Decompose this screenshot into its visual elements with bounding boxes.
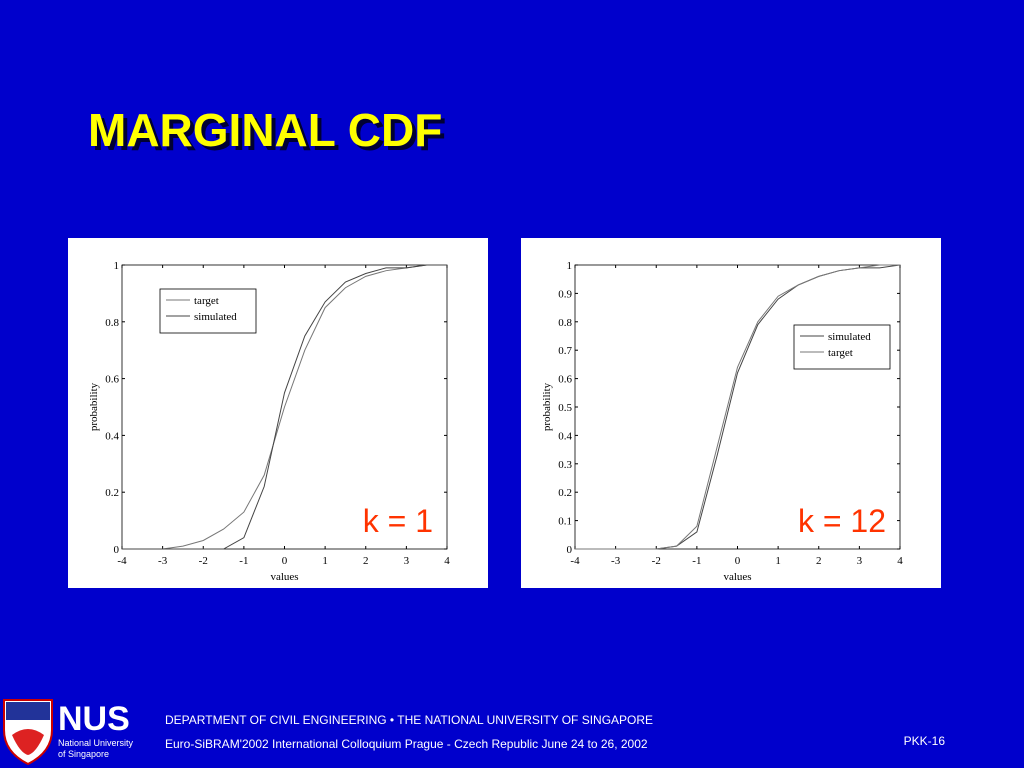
- logo-lion: [12, 729, 44, 755]
- x-tick-label: -4: [570, 555, 580, 567]
- chart-panel: [68, 238, 488, 588]
- x-tick-label: 1: [322, 555, 328, 567]
- legend-label: simulated: [828, 331, 871, 343]
- page-number: PKK-16: [904, 734, 946, 748]
- x-tick-label: 0: [735, 555, 741, 567]
- y-tick-label: 0.4: [105, 430, 119, 442]
- y-tick-label: 0.2: [105, 487, 119, 499]
- x-tick-label: 2: [816, 555, 822, 567]
- legend-box: [793, 324, 891, 370]
- nus-logo: NUS National University of Singapore: [3, 699, 134, 766]
- y-tick-label: 0.7: [558, 345, 572, 357]
- x-tick-label: 4: [444, 555, 450, 567]
- logo-subtext: National University: [58, 738, 134, 748]
- x-tick-label: -3: [611, 555, 621, 567]
- y-tick-label: 0.5: [558, 402, 572, 414]
- annotation: k = 1: [363, 503, 433, 539]
- y-axis-label: probability: [541, 382, 553, 431]
- y-tick-label: 1: [567, 260, 573, 272]
- y-tick-label: 0.9: [558, 288, 572, 300]
- legend-box: [159, 288, 257, 334]
- x-axis-label: values: [723, 571, 751, 583]
- legend-label: simulated: [194, 311, 237, 323]
- x-tick-label: 4: [897, 555, 903, 567]
- y-tick-label: 0.6: [105, 374, 119, 386]
- title-shadow: MARGINAL CDF: [92, 108, 446, 160]
- y-axis-label: probability: [88, 382, 100, 431]
- x-tick-label: 1: [775, 555, 781, 567]
- logo-band: [6, 702, 50, 720]
- y-tick-label: 0: [114, 544, 120, 556]
- legend-label: target: [828, 347, 853, 359]
- y-tick-label: 1: [114, 260, 120, 272]
- y-tick-label: 0.1: [558, 516, 572, 528]
- y-tick-label: 0.8: [558, 317, 572, 329]
- x-tick-label: -2: [199, 555, 208, 567]
- y-tick-label: 0.3: [558, 459, 572, 471]
- y-tick-label: 0.6: [558, 374, 572, 386]
- annotation: k = 12: [798, 503, 886, 539]
- cdf-line: [575, 264, 900, 550]
- logo-text: NUS: [58, 700, 130, 738]
- y-tick-label: 0: [567, 544, 573, 556]
- slide-title: MARGINAL CDF: [88, 104, 442, 156]
- x-tick-label: 0: [282, 555, 288, 567]
- cdf-line: [122, 264, 447, 550]
- legend-label: target: [194, 295, 219, 307]
- x-tick-label: -3: [158, 555, 168, 567]
- logo-subtext: of Singapore: [58, 749, 109, 759]
- y-tick-label: 0.8: [105, 317, 119, 329]
- chart-panel: [521, 238, 941, 588]
- x-tick-label: -1: [692, 555, 701, 567]
- x-tick-label: -4: [117, 555, 127, 567]
- x-tick-label: -1: [239, 555, 248, 567]
- x-tick-label: -2: [652, 555, 661, 567]
- footer-line: Euro-SiBRAM'2002 International Colloquiu…: [165, 737, 648, 751]
- x-axis-label: values: [270, 571, 298, 583]
- footer-line: DEPARTMENT OF CIVIL ENGINEERING • THE NA…: [165, 713, 653, 727]
- y-tick-label: 0.4: [558, 430, 572, 442]
- y-tick-label: 0.2: [558, 487, 572, 499]
- x-tick-label: 3: [404, 555, 410, 567]
- x-tick-label: 2: [363, 555, 369, 567]
- cdf-line: [122, 264, 447, 550]
- x-tick-label: 3: [857, 555, 863, 567]
